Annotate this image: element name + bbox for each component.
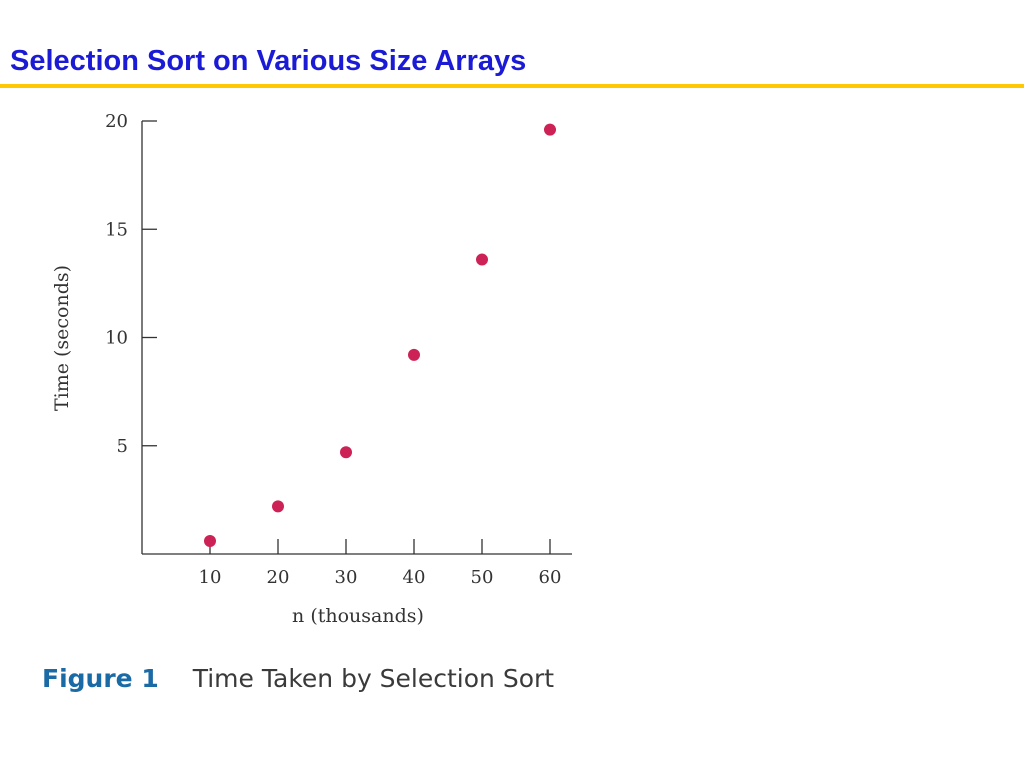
data-point [544,123,556,136]
figure-caption: Figure 1 Time Taken by Selection Sort [42,664,554,693]
x-tick-label: 30 [335,567,358,588]
chart-points [204,123,556,548]
y-axis-label: Time (seconds) [51,265,73,411]
data-point [476,253,488,266]
caption-figure-label: Figure 1 [42,664,159,693]
data-point [340,446,352,459]
x-tick-label: 40 [403,567,426,588]
y-tick-label: 15 [105,219,128,240]
title-rule [0,84,1024,88]
chart-ticks: 5 10 15 20 10 20 30 40 50 60 [105,111,561,588]
slide-title: Selection Sort on Various Size Arrays [10,45,527,77]
y-tick-label: 20 [105,111,128,132]
x-axis-label: n (thousands) [292,605,424,627]
data-point [272,500,284,513]
data-point [408,348,420,361]
x-tick-label: 60 [539,567,562,588]
data-point [204,535,216,548]
x-tick-label: 10 [199,567,222,588]
caption-text: Time Taken by Selection Sort [192,664,555,693]
x-tick-label: 20 [267,567,290,588]
y-tick-label: 5 [117,436,128,457]
chart-axes [141,121,572,555]
y-tick-label: 10 [105,328,128,349]
x-tick-label: 50 [471,567,494,588]
